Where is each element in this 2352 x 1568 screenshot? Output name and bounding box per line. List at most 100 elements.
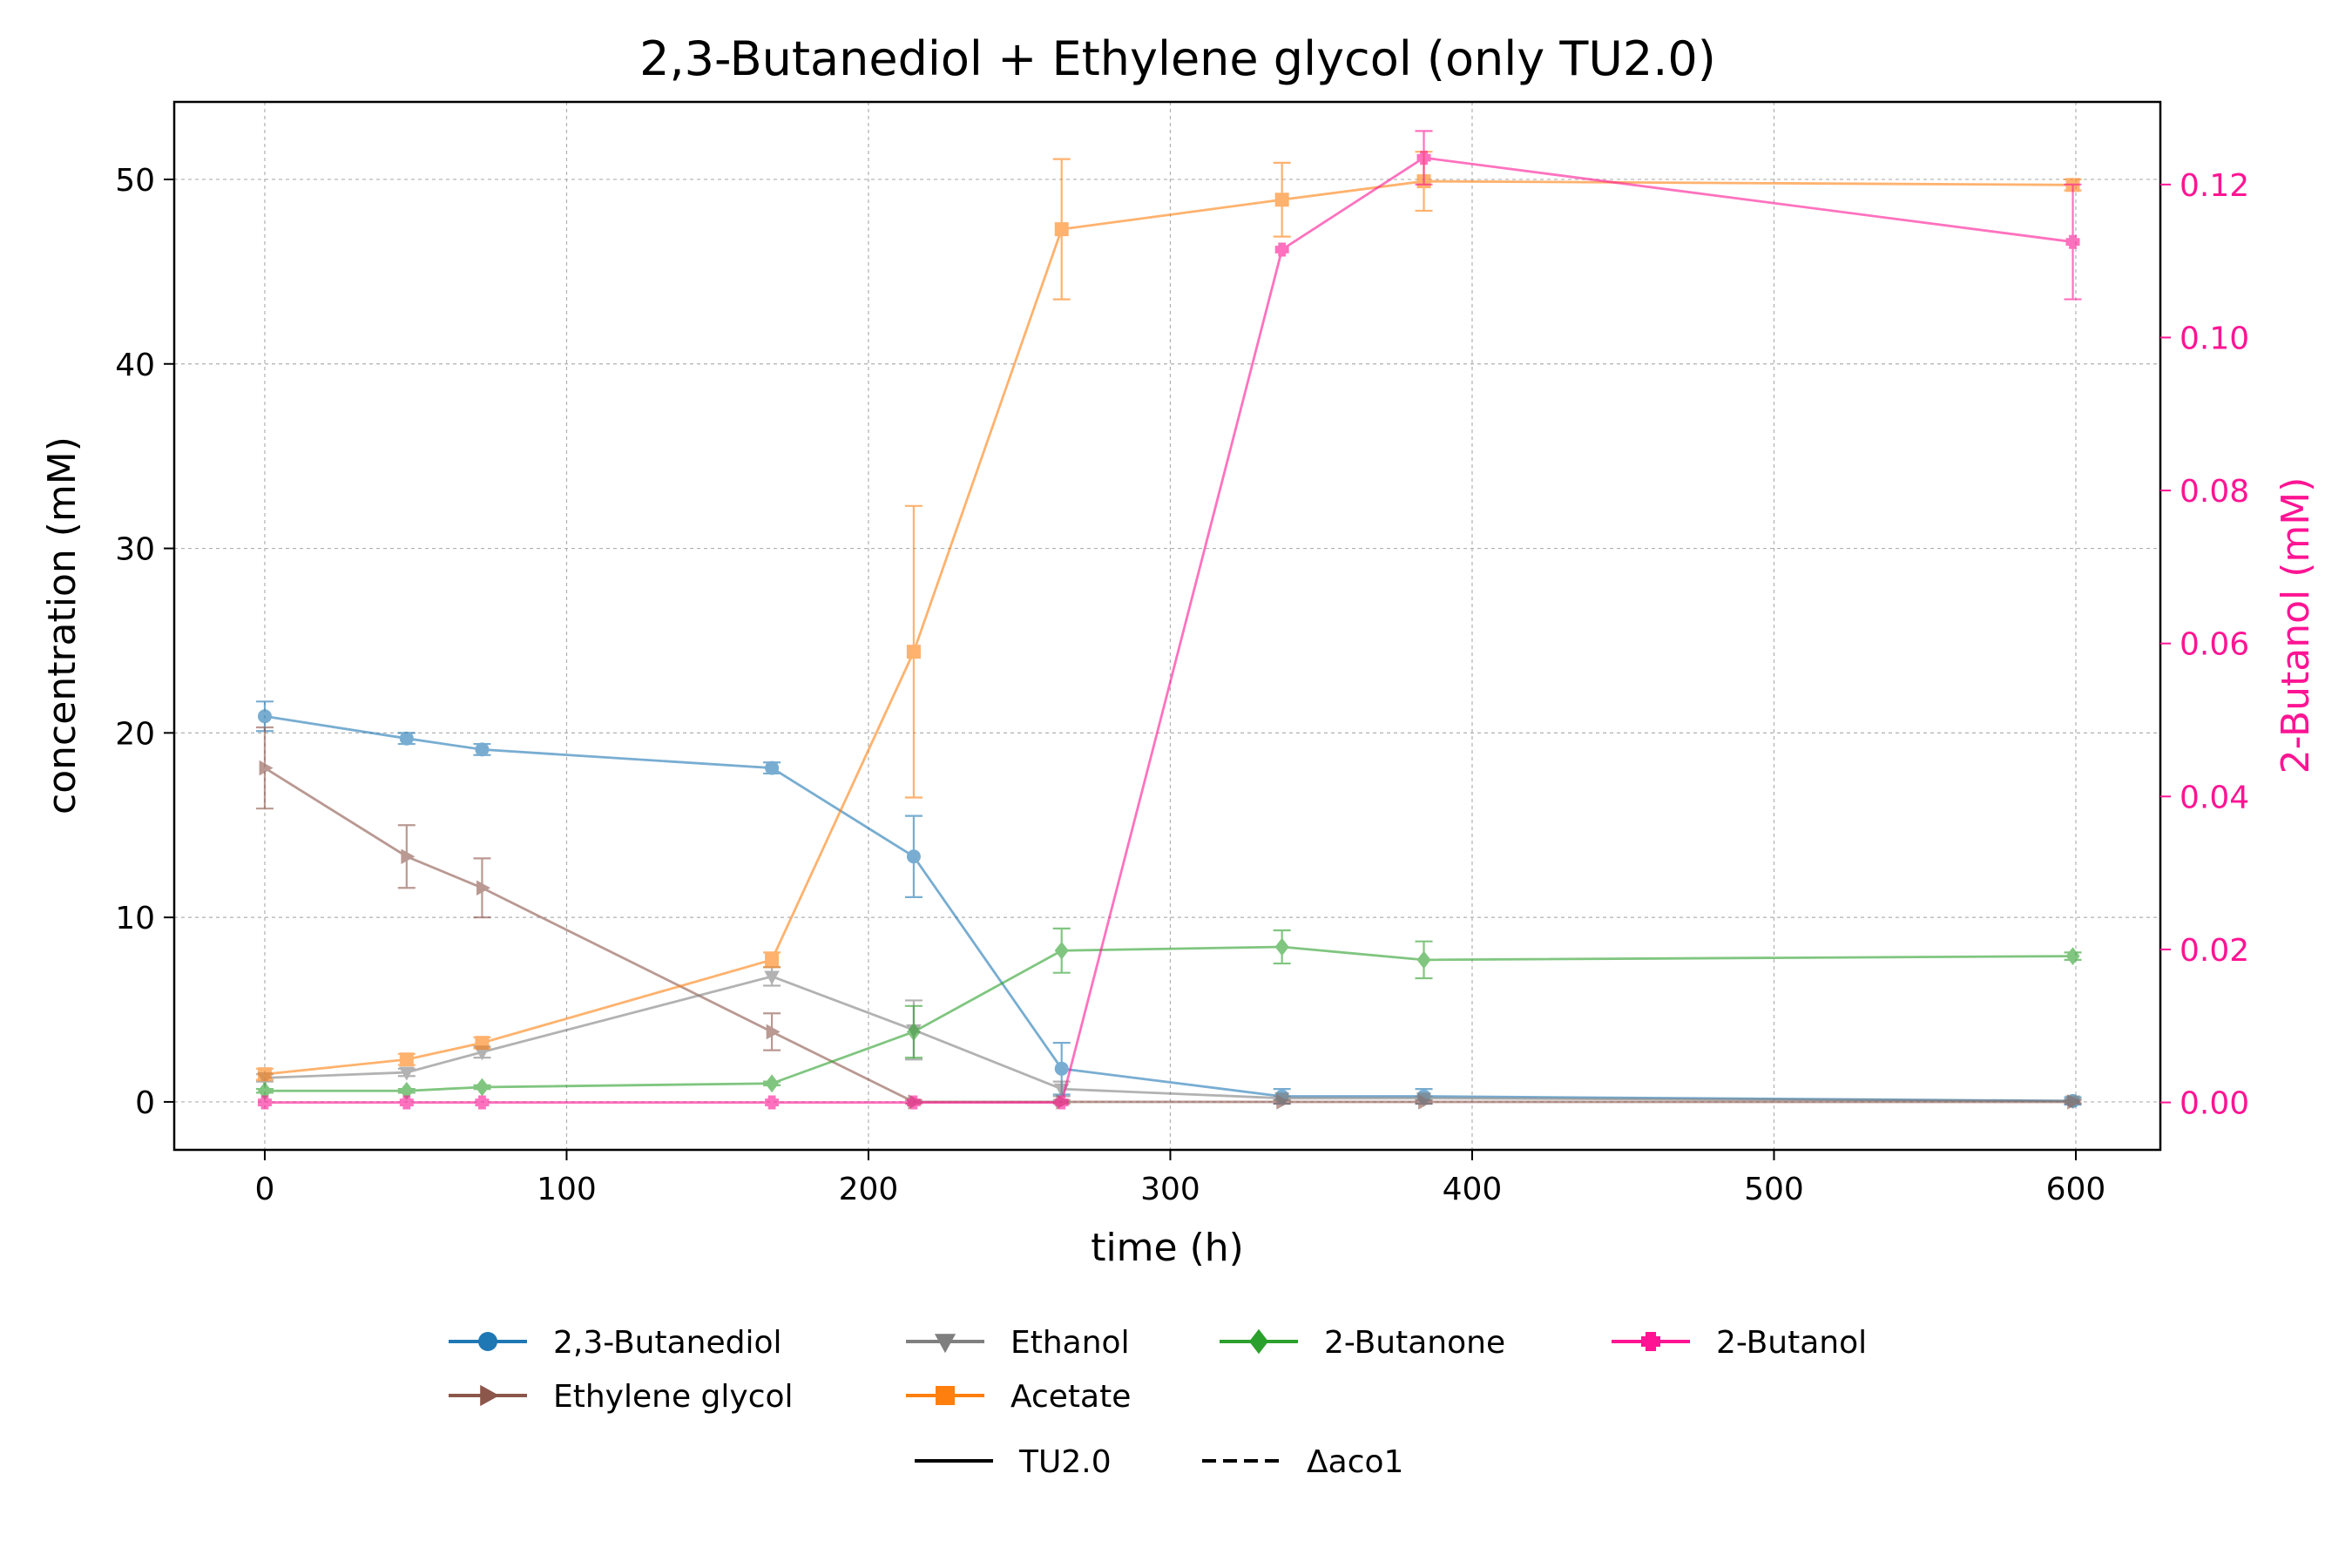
series-layer [255,130,2082,1110]
data-point [257,1095,272,1110]
x-tick-label: 600 [2046,1172,2106,1207]
data-point [399,1095,414,1110]
data-point [1416,151,1431,166]
data-point [399,1052,414,1067]
series-2-butanol [257,130,2082,1110]
legend-label: 2-Butanol [1716,1325,1867,1361]
y2-tick-label: 0.08 [2180,474,2249,510]
data-point [906,849,921,864]
legend-style-solid: TU2.0 [915,1444,1112,1480]
legend-marker [1249,1328,1268,1355]
y-axis-label: concentration (mM) [40,436,84,814]
y2-tick-label: 0.06 [2180,627,2249,663]
data-point [475,1095,490,1110]
data-point [765,1074,780,1093]
y2-tick-label: 0.00 [2180,1086,2249,1122]
legend-label: Ethanol [1010,1325,1130,1361]
data-point [257,1067,272,1082]
data-point [1054,1095,1069,1110]
y2-tick-label: 0.02 [2180,933,2249,969]
data-point [1054,941,1069,960]
series-2-butanone [255,927,2082,1100]
legend-style-label: TU2.0 [1018,1444,1112,1480]
y-tick-label: 30 [115,532,155,568]
data-point [399,1081,414,1100]
y-tick-label: 0 [135,1085,155,1121]
data-point [257,709,272,724]
legend-label: Ethylene glycol [553,1379,794,1415]
legend-marker [1641,1332,1660,1351]
y-tick-label: 20 [115,716,155,752]
series-acetate [255,151,2082,1082]
legend-style-dashed: Δaco1 [1202,1444,1403,1480]
series-line [264,179,2073,1076]
legend-marker [480,1384,500,1407]
legend-style-label: Δaco1 [1307,1444,1403,1480]
data-point [1416,950,1431,970]
data-point [259,760,274,776]
x-tick-label: 200 [839,1172,899,1207]
y2-axis-label: 2-Butanol (mM) [2274,477,2318,774]
x-tick-label: 100 [537,1172,597,1207]
y2-tick-label: 0.12 [2180,168,2249,204]
data-point [906,1023,921,1041]
data-point [766,1024,781,1040]
data-point [475,1036,490,1051]
data-point [257,1081,272,1100]
legend-item-2-butanol: 2-Butanol [1612,1325,1867,1361]
x-tick-label: 0 [254,1172,274,1207]
data-point [765,952,780,967]
data-point [401,848,416,865]
legend-label: 2,3-Butanediol [553,1325,782,1361]
y-axis: 0 10 20 30 40 50 [115,163,174,1121]
data-point [2065,1095,2081,1110]
series-ethanol [255,966,2082,1110]
x-tick-label: 300 [1140,1172,1200,1207]
legend-item-2-butanone: 2-Butanone [1220,1325,1505,1361]
data-point [1054,1061,1069,1076]
x-tick-label: 500 [1744,1172,1804,1207]
y2-tick-label: 0.10 [2180,321,2249,356]
data-point [1274,1092,1290,1107]
series-2-3-butanediol [255,700,2082,1108]
y-tick-label: 40 [115,348,155,383]
data-point [1274,193,1289,207]
data-point [765,760,780,775]
series-line [264,714,2073,1103]
x-axis-label: time (h) [1091,1226,1244,1270]
legend-item-acetate: Acetate [906,1379,1131,1415]
data-point [765,1095,780,1110]
data-point [764,970,780,985]
data-point [906,645,921,659]
series-line [264,767,2073,1104]
series-line [264,156,2073,1104]
legend: 2,3-Butanediol Ethylene glycol Ethanol Acet… [449,1325,1867,1480]
legend-item-2-3-butanediol: 2,3-Butanediol [449,1325,782,1361]
data-point [1274,242,1289,257]
y-tick-label: 10 [115,901,155,936]
series-line [264,945,2073,1092]
data-point [1274,937,1289,956]
legend-marker [936,1386,955,1405]
y2-axis: 0.00 0.02 0.04 0.06 0.08 0.10 0.12 [2160,168,2249,1122]
grid [174,102,2160,1150]
data-point [474,1046,490,1061]
legend-item-ethanol: Ethanol [906,1325,1130,1361]
data-point [1054,222,1069,237]
y-tick-label: 50 [115,163,155,199]
legend-label: Acetate [1010,1379,1131,1415]
series-ethylene-glycol [255,726,2082,1110]
data-point [906,1095,921,1110]
data-point [399,731,414,746]
legend-marker [934,1334,956,1354]
data-point [1416,1092,1432,1107]
data-point [475,742,490,757]
legend-marker [478,1332,497,1351]
legend-label: 2-Butanone [1324,1325,1505,1361]
y2-tick-label: 0.04 [2180,780,2249,815]
data-point [2065,947,2080,966]
data-point [2065,234,2080,249]
data-point [475,1078,490,1097]
x-axis: 0 100 200 300 400 500 600 [254,1150,2105,1207]
